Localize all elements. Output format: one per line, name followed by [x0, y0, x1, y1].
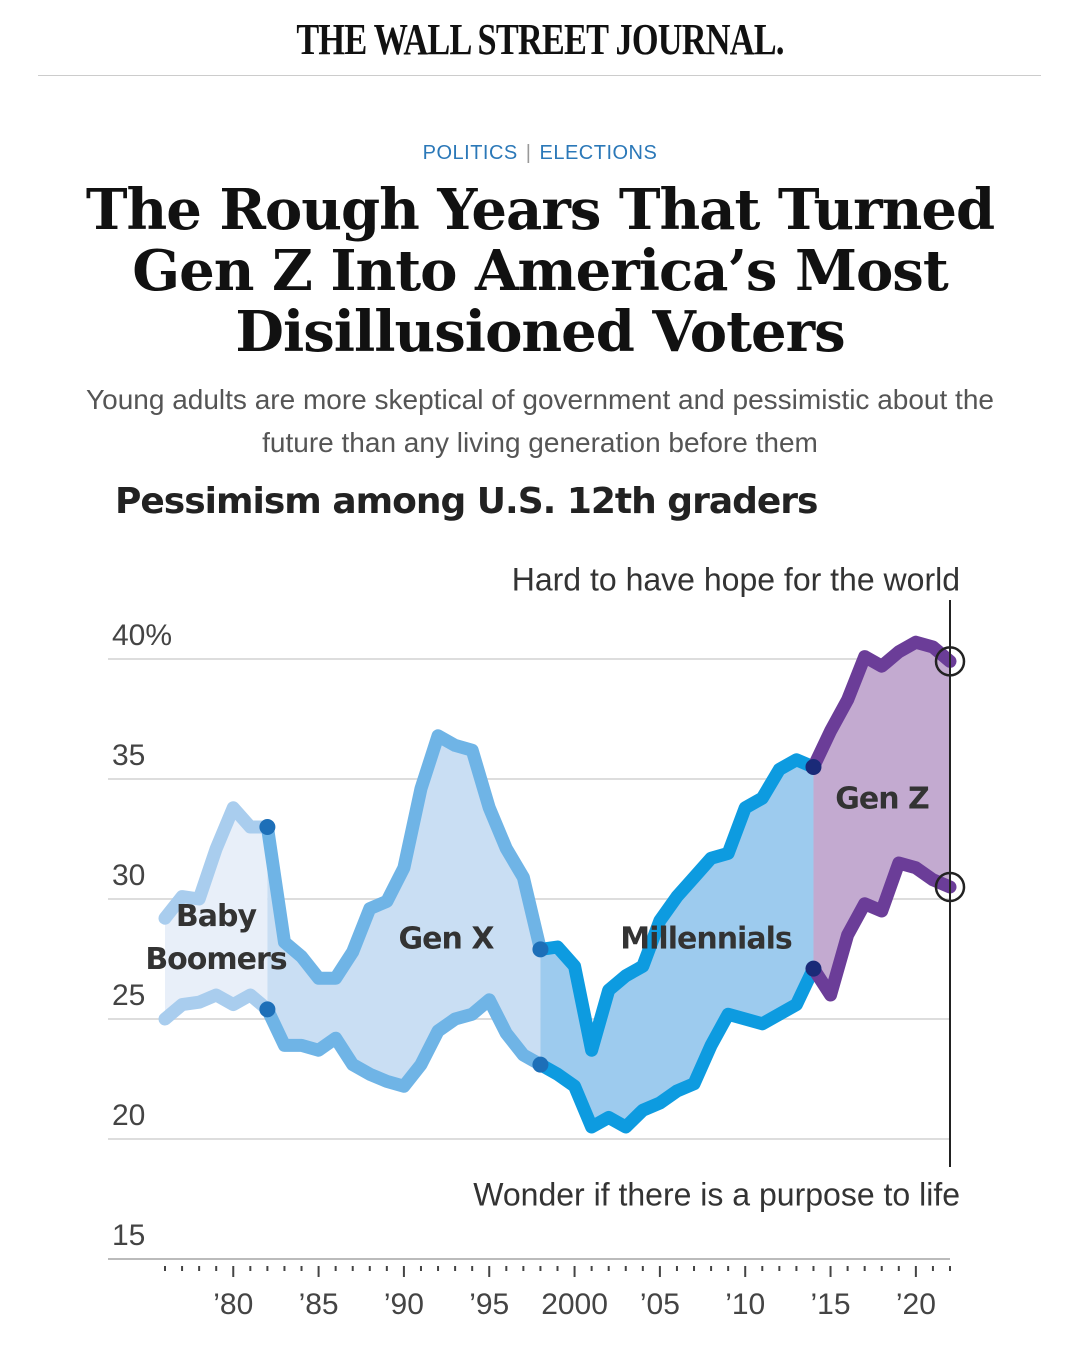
transition-dot	[259, 819, 276, 835]
generation-area	[813, 642, 950, 995]
end-point	[934, 646, 966, 677]
x-tick-label: ’20	[896, 1288, 936, 1321]
x-tick-label: ’10	[725, 1288, 765, 1321]
section-link[interactable]: POLITICS	[422, 142, 518, 164]
headline: The Rough Years That Turned Gen Z Into A…	[85, 177, 995, 365]
divider	[38, 75, 1041, 76]
generation-area	[165, 807, 268, 1019]
generation-area	[267, 735, 541, 1087]
series-line	[260, 993, 547, 1093]
generation-label: Gen X	[399, 922, 495, 957]
series-line	[533, 753, 820, 1057]
x-tick-label: ’15	[811, 1288, 851, 1321]
series-line	[806, 856, 957, 1002]
x-tick-label: ’90	[384, 1288, 424, 1321]
generation-label: Baby Boomers	[145, 899, 286, 977]
x-tick-label: ’85	[299, 1288, 339, 1321]
series-line	[158, 801, 274, 925]
series-label: Wonder if there is a purpose to life	[473, 1176, 960, 1212]
y-tick-label: 20	[112, 1099, 145, 1132]
transition-dot	[805, 960, 822, 977]
transition-dot	[532, 941, 549, 958]
generation-label: Gen Z	[835, 782, 929, 817]
transition-dot	[805, 759, 822, 775]
series-line	[260, 729, 547, 985]
y-tick-label: 40%	[112, 619, 172, 652]
series-line	[806, 635, 957, 774]
series-label: Hard to have hope for the world	[512, 561, 960, 597]
dek: Young adults are more skeptical of gover…	[86, 384, 994, 458]
transition-dot	[532, 1056, 549, 1073]
generation-area	[540, 759, 814, 1127]
section-link[interactable]: ELECTIONS	[539, 142, 658, 164]
section-nav: POLITICS | ELECTIONS	[0, 142, 1080, 165]
x-tick-label: ’80	[213, 1288, 253, 1321]
x-tick-label: 2000	[541, 1288, 608, 1321]
y-tick-label: 35	[112, 739, 145, 772]
x-tick-label: ’05	[640, 1288, 680, 1321]
transition-dot	[259, 1001, 276, 1018]
x-tick-label: ’95	[469, 1288, 509, 1321]
generation-label: Millennials	[620, 922, 792, 957]
series-line	[533, 962, 820, 1134]
y-tick-label: 30	[112, 859, 145, 892]
y-tick-label: 15	[112, 1219, 145, 1252]
masthead: THE WALL STREET JOURNAL.	[296, 15, 784, 64]
series-line	[158, 988, 274, 1026]
end-point	[934, 871, 966, 903]
separator: |	[525, 142, 532, 164]
chart-title: Pessimism among U.S. 12th graders	[115, 481, 818, 522]
y-tick-label: 25	[112, 979, 145, 1012]
